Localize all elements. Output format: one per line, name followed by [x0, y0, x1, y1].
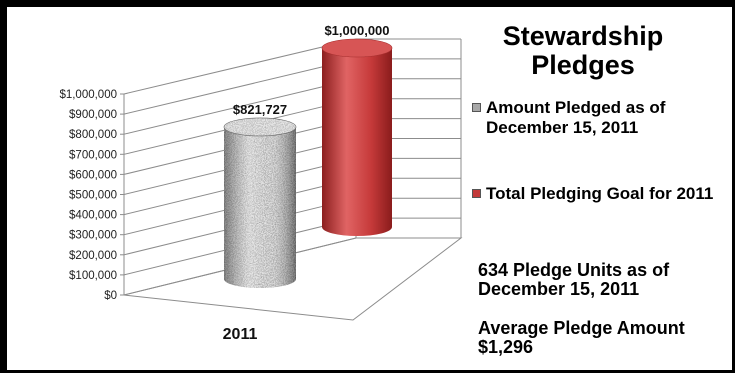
bar-shading — [224, 126, 296, 289]
legend-item-amount-pledged: Amount Pledged as of December 15, 2011 — [472, 98, 734, 138]
chart-title: Stewardship Pledges — [502, 21, 664, 80]
chart-bars — [223, 38, 393, 289]
average-pledge-note: Average Pledge Amount $1,296 — [478, 318, 685, 357]
bar-pledging-goal — [321, 38, 393, 236]
y-tick-label: $300,000 — [69, 230, 117, 242]
bar-top — [223, 117, 297, 137]
legend-swatch-amount-pledged — [472, 103, 481, 112]
y-tick-label: $200,000 — [69, 250, 117, 262]
data-label-amount-pledged: $821,727 — [233, 102, 287, 117]
y-tick-label: $900,000 — [69, 109, 117, 121]
pledge-units-note: 634 Pledge Units as of December 15, 2011 — [478, 260, 670, 299]
gridline — [123, 58, 461, 115]
legend-label-amount-pledged: Amount Pledged as of December 15, 2011 — [486, 98, 666, 137]
y-tick-label: $700,000 — [69, 149, 117, 161]
legend-swatch-pledging-goal — [472, 189, 481, 198]
y-tick-label: $500,000 — [69, 190, 117, 202]
data-label-pledging-goal: $1,000,000 — [324, 23, 389, 38]
y-tick-label: $800,000 — [69, 129, 117, 141]
y-tick-label: $1,000,000 — [59, 89, 117, 101]
legend-label-pledging-goal: Total Pledging Goal for 2011 — [486, 184, 714, 203]
bar-amount-pledged — [223, 117, 297, 289]
y-tick-label: $600,000 — [69, 169, 117, 181]
bar-top — [321, 38, 393, 58]
chart-labels: $0 $100,000 $200,000 $300,000 $400,000 $500,0… — [59, 23, 389, 343]
y-tick-label: $400,000 — [69, 210, 117, 222]
x-category-label: 2011 — [223, 326, 258, 343]
y-tick-label: $100,000 — [69, 270, 117, 282]
legend-item-pledging-goal: Total Pledging Goal for 2011 — [472, 184, 734, 204]
y-tick-label: $0 — [104, 290, 117, 302]
gridline — [123, 38, 461, 95]
bar-body — [322, 48, 392, 236]
